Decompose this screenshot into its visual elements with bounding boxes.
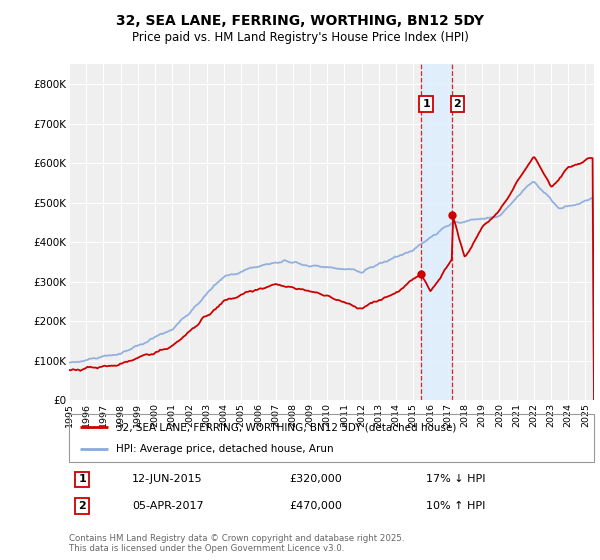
Text: £470,000: £470,000 xyxy=(290,501,343,511)
Text: 32, SEA LANE, FERRING, WORTHING, BN12 5DY: 32, SEA LANE, FERRING, WORTHING, BN12 5D… xyxy=(116,14,484,28)
Text: 2: 2 xyxy=(78,501,86,511)
Text: 2: 2 xyxy=(454,99,461,109)
Bar xyxy=(421,64,452,400)
Text: 05-APR-2017: 05-APR-2017 xyxy=(132,501,203,511)
Text: HPI: Average price, detached house, Arun: HPI: Average price, detached house, Arun xyxy=(116,444,334,454)
Text: 1: 1 xyxy=(78,474,86,484)
Text: £320,000: £320,000 xyxy=(290,474,342,484)
Text: 17% ↓ HPI: 17% ↓ HPI xyxy=(426,474,485,484)
Text: 12-JUN-2015: 12-JUN-2015 xyxy=(132,474,203,484)
Text: Contains HM Land Registry data © Crown copyright and database right 2025.
This d: Contains HM Land Registry data © Crown c… xyxy=(69,534,404,553)
Text: 1: 1 xyxy=(422,99,430,109)
Text: 32, SEA LANE, FERRING, WORTHING, BN12 5DY (detached house): 32, SEA LANE, FERRING, WORTHING, BN12 5D… xyxy=(116,422,457,432)
Text: Price paid vs. HM Land Registry's House Price Index (HPI): Price paid vs. HM Land Registry's House … xyxy=(131,31,469,44)
Text: 10% ↑ HPI: 10% ↑ HPI xyxy=(426,501,485,511)
